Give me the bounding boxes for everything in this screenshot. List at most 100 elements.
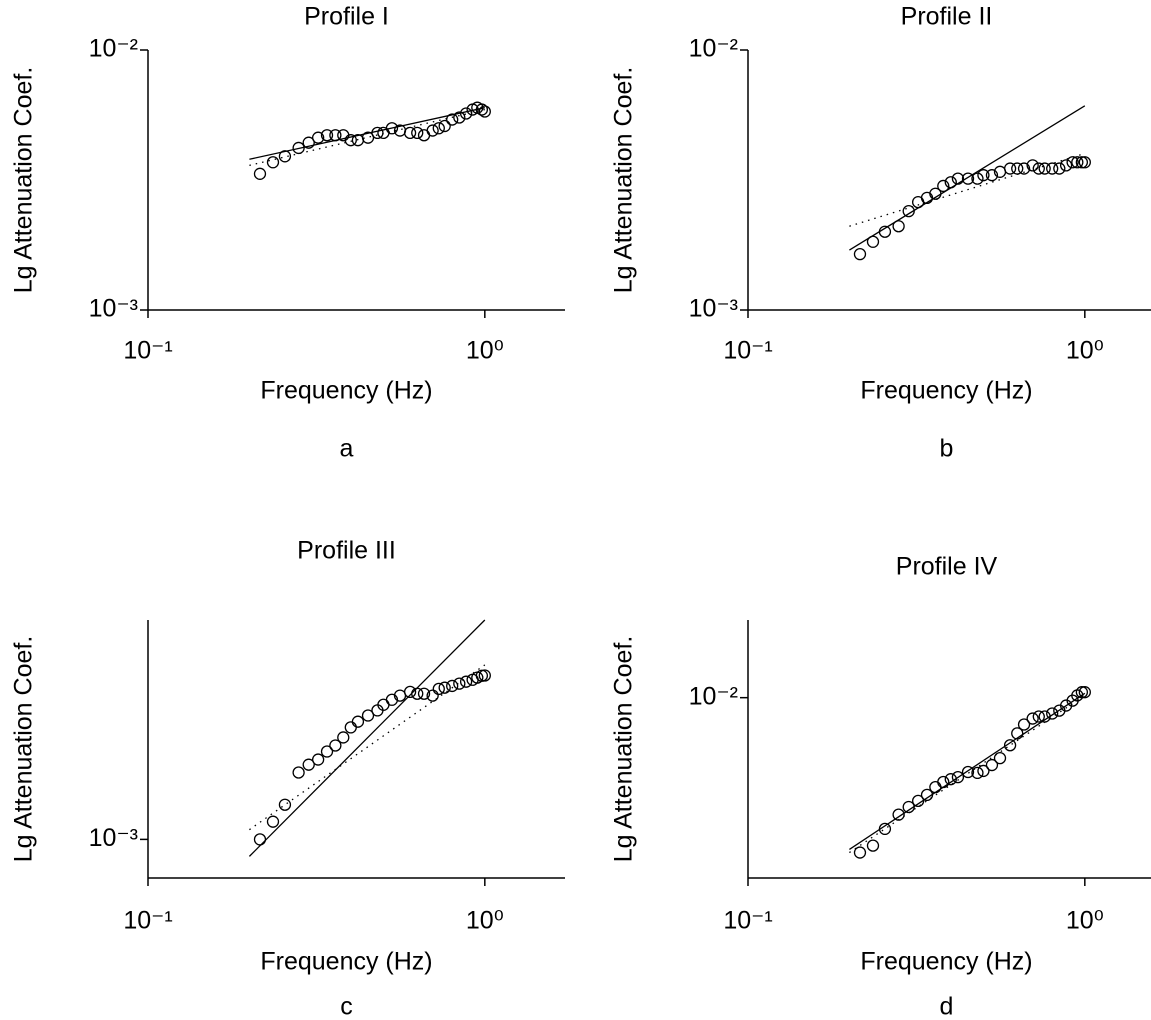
- data-point: [937, 179, 950, 193]
- y-axis-label: Lg Attenuation Coef.: [610, 67, 638, 294]
- data-point: [266, 156, 280, 169]
- data-point: [417, 687, 431, 700]
- data-point: [361, 709, 375, 722]
- data-point: [937, 775, 950, 789]
- fit-line-dotted: [849, 694, 1086, 854]
- data-point: [446, 679, 459, 693]
- x-axis-label: Frequency (Hz): [260, 948, 432, 976]
- data-point: [1078, 156, 1091, 169]
- data-point: [1066, 156, 1079, 169]
- data-point: [411, 126, 424, 140]
- y-axis-label: Lg Attenuation Coef.: [10, 67, 38, 294]
- data-point: [432, 122, 445, 135]
- data-point: [1038, 162, 1051, 175]
- data-point: [961, 172, 975, 185]
- panel-caption: b: [940, 435, 954, 463]
- data-point: [985, 169, 999, 182]
- fit-line: [849, 105, 1086, 251]
- panel: Profile III Frequency (Hz) c Lg Attenuation…: [10, 537, 565, 1020]
- data-point: [446, 113, 459, 126]
- data-point: [1059, 159, 1073, 172]
- data-point: [1046, 162, 1059, 175]
- data-point: [361, 131, 375, 144]
- data-point: [278, 798, 292, 811]
- data-point: [1032, 710, 1045, 723]
- y-tick-label: 10⁻³: [89, 295, 138, 323]
- panel-caption: d: [940, 993, 954, 1020]
- data-point: [1026, 712, 1039, 725]
- y-tick-label: 10⁻²: [689, 682, 738, 710]
- data-point: [417, 129, 431, 142]
- data-point: [311, 131, 325, 144]
- data-point: [351, 715, 365, 728]
- data-point: [866, 839, 880, 852]
- data-point: [1078, 686, 1091, 699]
- data-point: [971, 766, 984, 780]
- y-tick-label: 10⁻³: [689, 295, 738, 323]
- data-point: [438, 681, 451, 694]
- chart-title: Profile I: [304, 3, 389, 31]
- fit-line: [249, 107, 485, 160]
- x-axis-label: Frequency (Hz): [860, 377, 1032, 405]
- data-point: [344, 721, 357, 734]
- data-point: [961, 765, 975, 779]
- x-tick-label: 10⁻¹: [123, 907, 172, 935]
- panel: Profile IV Frequency (Hz) d Lg Attenuation …: [610, 553, 1151, 1020]
- data-point: [1017, 162, 1031, 175]
- data-point: [971, 172, 984, 185]
- data-point: [253, 833, 267, 846]
- data-point: [320, 129, 334, 142]
- y-tick-label: 10⁻²: [689, 35, 738, 63]
- panel-caption: c: [340, 993, 353, 1020]
- chart-title: Profile II: [901, 3, 993, 31]
- x-tick-label: 10⁻¹: [723, 907, 772, 935]
- data-point: [337, 731, 350, 744]
- data-point: [311, 753, 325, 766]
- data-point: [853, 247, 867, 261]
- data-point: [1046, 707, 1059, 720]
- data-point: [985, 758, 999, 772]
- data-point: [426, 689, 439, 702]
- data-point: [403, 126, 417, 140]
- data-point: [1017, 718, 1031, 731]
- data-point: [1003, 739, 1017, 752]
- y-tick-label: 10⁻³: [89, 824, 138, 852]
- data-point: [977, 764, 990, 778]
- data-point: [329, 739, 342, 752]
- panel: Profile I Frequency (Hz) a Lg Attenuation C…: [10, 3, 565, 463]
- data-point: [302, 136, 315, 149]
- data-point: [478, 669, 491, 682]
- chart-title: Profile III: [297, 537, 396, 565]
- data-point: [977, 169, 990, 182]
- data-point: [459, 675, 473, 688]
- y-tick-label: 10⁻²: [89, 35, 138, 63]
- data-point: [1026, 159, 1039, 172]
- fit-line: [248, 619, 486, 857]
- x-axis-label: Frequency (Hz): [260, 377, 432, 405]
- panel: Profile II Frequency (Hz) b Lg Attenuation …: [610, 3, 1151, 463]
- data-point: [292, 766, 305, 779]
- data-point: [344, 134, 357, 147]
- data-point: [302, 758, 315, 771]
- data-point: [453, 111, 466, 124]
- data-point: [292, 141, 305, 155]
- data-point: [892, 220, 905, 233]
- y-axis-label: Lg Attenuation Coef.: [10, 636, 38, 863]
- data-point: [902, 204, 915, 218]
- data-point: [478, 105, 491, 118]
- data-point: [453, 677, 466, 690]
- x-axis-label: Frequency (Hz): [860, 948, 1032, 976]
- data-point: [1075, 686, 1089, 699]
- data-point: [1053, 162, 1066, 175]
- fit-line: [849, 692, 1086, 851]
- chart-title: Profile IV: [896, 553, 998, 581]
- x-tick-label: 10⁻¹: [123, 337, 172, 365]
- data-point: [929, 780, 942, 794]
- data-point: [853, 846, 867, 859]
- data-point: [1071, 156, 1084, 169]
- data-point: [403, 685, 417, 699]
- data-point: [1032, 162, 1045, 175]
- data-point: [320, 745, 334, 758]
- x-tick-label: 10⁰: [1066, 337, 1104, 365]
